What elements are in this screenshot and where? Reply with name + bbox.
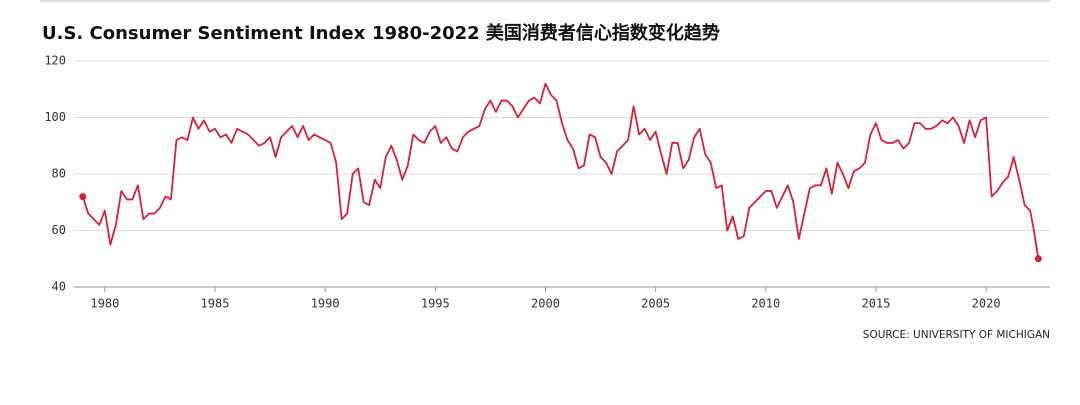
x-tick-label: 2005 (641, 297, 670, 311)
x-tick-label: 1980 (90, 297, 119, 311)
x-tick-label: 1995 (421, 297, 450, 311)
end-dot (1034, 255, 1042, 263)
y-tick-label: 60 (52, 223, 66, 237)
x-tick-label: 2015 (861, 297, 890, 311)
y-tick-label: 120 (44, 54, 66, 68)
y-tick-label: 40 (52, 280, 66, 294)
end-dot (79, 193, 87, 201)
chart-subtitle: 1980-2022 美国消费者信心指数变化趋势 (372, 22, 720, 44)
line (81, 82, 1040, 259)
y-tick-label: 100 (44, 110, 66, 124)
chart-title: U.S. Consumer Sentiment Index (42, 23, 366, 44)
x-tick-label: 2020 (972, 297, 1001, 311)
x-tick-label: 1985 (201, 297, 230, 311)
y-tick-label: 80 (52, 167, 66, 181)
x-tick-label: 2010 (751, 297, 780, 311)
x-tick-label: 2000 (531, 297, 560, 311)
source: SOURCE: UNIVERSITY OF MICHIGAN (863, 329, 1050, 341)
x-tick-label: 1990 (311, 297, 340, 311)
